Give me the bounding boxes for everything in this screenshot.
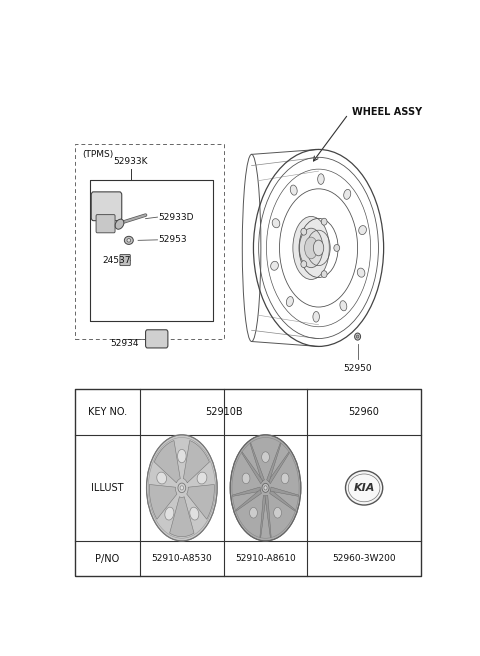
Ellipse shape — [344, 190, 351, 199]
Ellipse shape — [180, 485, 183, 490]
Ellipse shape — [281, 473, 289, 483]
Ellipse shape — [348, 474, 380, 502]
Ellipse shape — [262, 483, 269, 493]
Ellipse shape — [250, 508, 257, 518]
Ellipse shape — [334, 245, 340, 251]
Polygon shape — [241, 452, 263, 483]
Ellipse shape — [301, 228, 307, 235]
Ellipse shape — [272, 218, 280, 228]
Ellipse shape — [346, 471, 383, 505]
Ellipse shape — [313, 312, 319, 322]
Text: 52950: 52950 — [343, 364, 372, 373]
Ellipse shape — [340, 300, 347, 311]
Polygon shape — [169, 497, 194, 537]
Ellipse shape — [242, 473, 250, 483]
Ellipse shape — [264, 485, 267, 490]
Polygon shape — [267, 443, 281, 482]
Ellipse shape — [165, 507, 174, 520]
Text: 52933K: 52933K — [113, 157, 148, 166]
Ellipse shape — [190, 507, 199, 520]
Ellipse shape — [321, 271, 327, 277]
Text: 52910B: 52910B — [205, 407, 242, 417]
Polygon shape — [154, 441, 180, 483]
Polygon shape — [270, 489, 296, 511]
Ellipse shape — [357, 268, 365, 277]
Ellipse shape — [305, 237, 318, 258]
Ellipse shape — [197, 472, 207, 484]
Text: WHEEL ASSY: WHEEL ASSY — [352, 106, 422, 117]
Ellipse shape — [124, 236, 133, 245]
Ellipse shape — [287, 297, 293, 306]
Polygon shape — [250, 443, 264, 482]
Ellipse shape — [290, 185, 297, 195]
Text: 52910-A8530: 52910-A8530 — [152, 554, 212, 563]
Polygon shape — [232, 487, 261, 497]
Polygon shape — [149, 485, 177, 520]
Polygon shape — [265, 495, 271, 538]
Polygon shape — [268, 452, 289, 483]
Text: KIA: KIA — [353, 483, 375, 493]
FancyBboxPatch shape — [91, 192, 122, 220]
FancyBboxPatch shape — [145, 330, 168, 348]
Text: 52910-A8610: 52910-A8610 — [235, 554, 296, 563]
Ellipse shape — [321, 218, 327, 225]
Polygon shape — [260, 495, 266, 538]
Polygon shape — [235, 489, 262, 511]
Text: 52953: 52953 — [158, 236, 187, 244]
Ellipse shape — [157, 472, 167, 484]
Ellipse shape — [356, 335, 359, 338]
Ellipse shape — [178, 449, 186, 462]
Text: 52960: 52960 — [348, 407, 380, 417]
Text: 52933D: 52933D — [158, 213, 194, 222]
Ellipse shape — [359, 226, 366, 235]
Text: P/NO: P/NO — [96, 554, 120, 564]
Polygon shape — [271, 487, 299, 497]
Text: 24537: 24537 — [103, 256, 132, 265]
Ellipse shape — [271, 261, 278, 270]
Polygon shape — [183, 441, 209, 483]
Ellipse shape — [115, 219, 124, 229]
Polygon shape — [187, 485, 215, 520]
Ellipse shape — [262, 452, 269, 462]
Ellipse shape — [318, 174, 324, 184]
Ellipse shape — [146, 435, 217, 541]
Ellipse shape — [300, 228, 323, 268]
Ellipse shape — [301, 260, 307, 268]
Text: 52934: 52934 — [110, 339, 139, 348]
Ellipse shape — [293, 216, 329, 279]
Ellipse shape — [313, 240, 324, 256]
Text: ILLUST: ILLUST — [91, 483, 124, 493]
FancyBboxPatch shape — [96, 215, 115, 233]
Text: (TPMS): (TPMS) — [83, 150, 114, 159]
Ellipse shape — [178, 483, 186, 493]
Ellipse shape — [355, 333, 360, 340]
Text: 52960-3W200: 52960-3W200 — [332, 554, 396, 563]
Text: KEY NO.: KEY NO. — [88, 407, 127, 417]
Ellipse shape — [127, 239, 131, 242]
Ellipse shape — [274, 508, 281, 518]
FancyBboxPatch shape — [120, 255, 130, 266]
Ellipse shape — [230, 435, 301, 541]
